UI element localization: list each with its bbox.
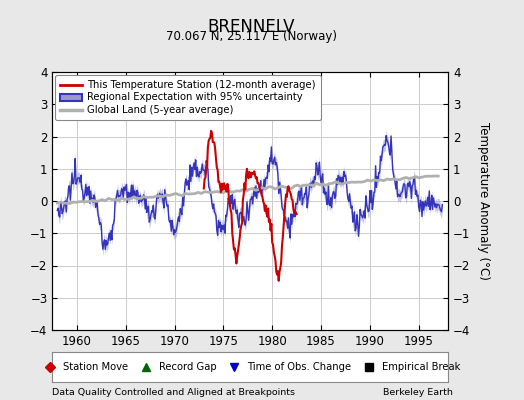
Text: Berkeley Earth: Berkeley Earth <box>384 388 453 397</box>
Text: 70.067 N, 25.117 E (Norway): 70.067 N, 25.117 E (Norway) <box>166 30 337 43</box>
Legend: This Temperature Station (12-month average), Regional Expectation with 95% uncer: This Temperature Station (12-month avera… <box>56 75 321 120</box>
Text: BRENNELV: BRENNELV <box>208 18 295 36</box>
Y-axis label: Temperature Anomaly (°C): Temperature Anomaly (°C) <box>477 122 490 280</box>
Text: Data Quality Controlled and Aligned at Breakpoints: Data Quality Controlled and Aligned at B… <box>52 388 296 397</box>
Legend: Station Move, Record Gap, Time of Obs. Change, Empirical Break: Station Move, Record Gap, Time of Obs. C… <box>37 359 464 375</box>
